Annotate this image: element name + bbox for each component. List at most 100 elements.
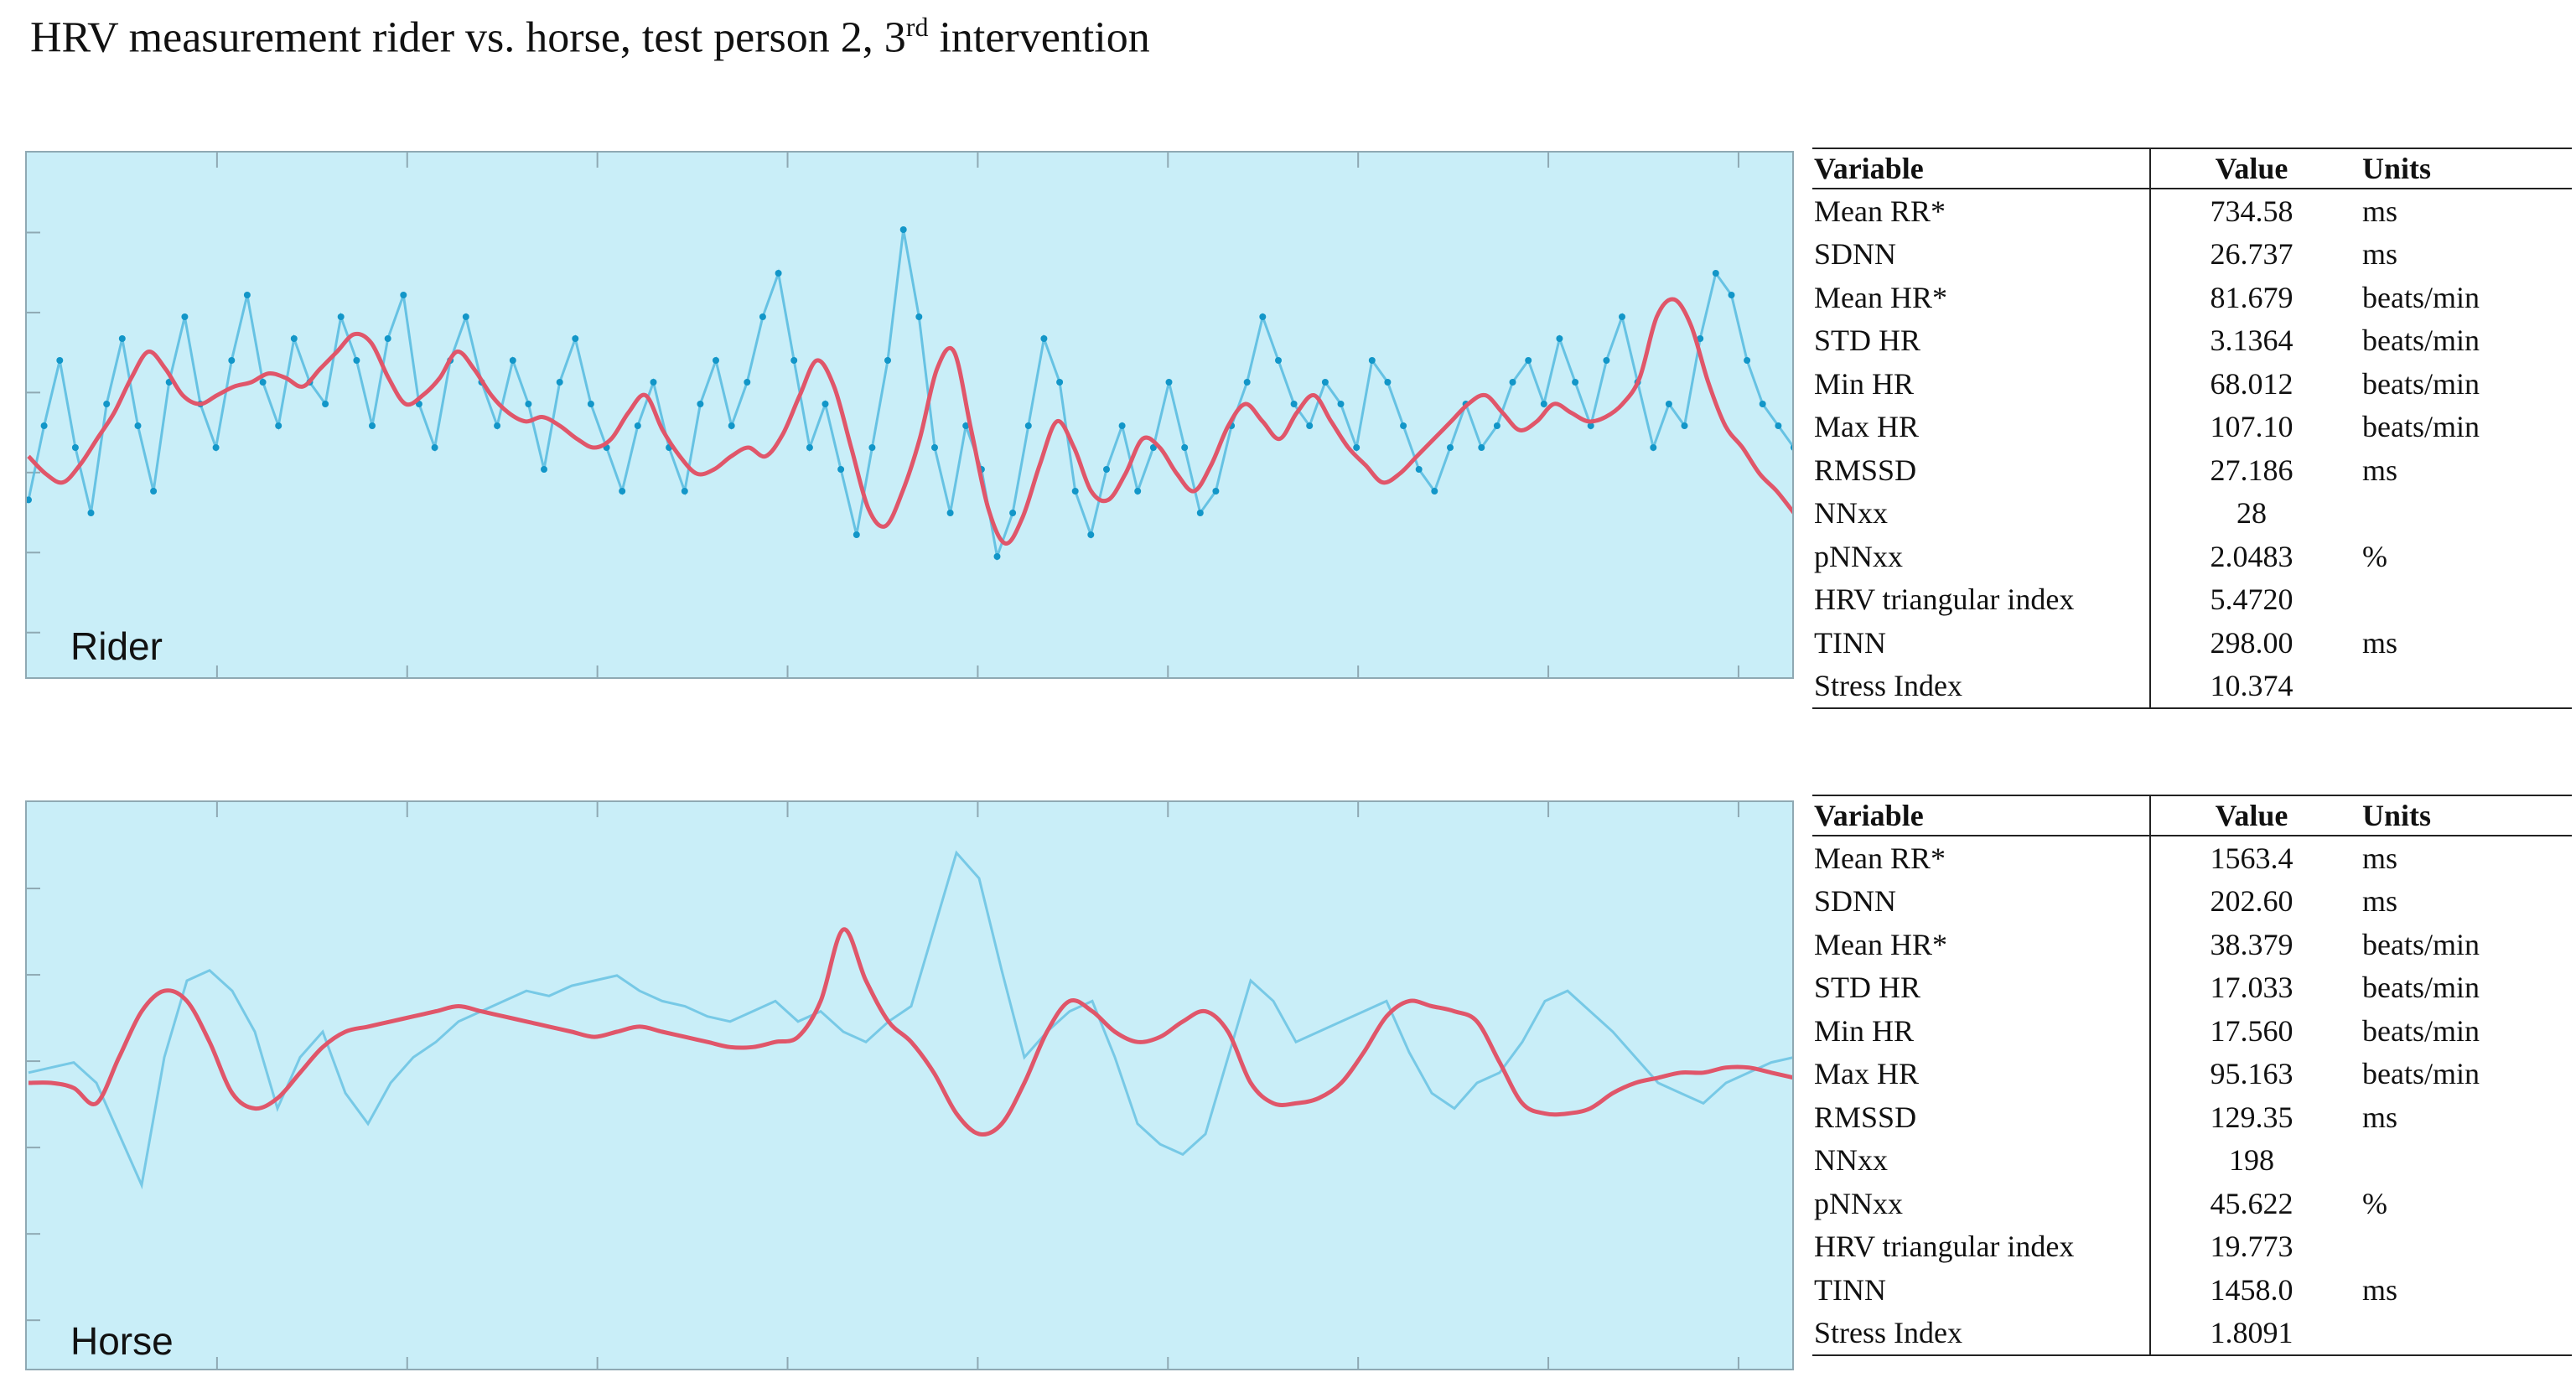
rider-raw-point: [1791, 444, 1792, 451]
rider-raw-point: [1493, 422, 1501, 429]
value-cell: 107.10: [2210, 410, 2294, 444]
rider-raw-point: [40, 422, 48, 429]
variable-cell: TINN: [1812, 621, 2151, 665]
units-cell: ms: [2362, 625, 2398, 660]
value-cell: 27.186: [2210, 453, 2294, 487]
rider-raw-point: [1275, 357, 1282, 364]
rider-raw-point: [1619, 313, 1625, 320]
table-row: pNNxx 45.622%: [1812, 1182, 2572, 1225]
rider-raw-point: [1243, 379, 1251, 386]
rider-raw-point: [1744, 357, 1751, 364]
table-row: Min HR 68.012 beats/min: [1812, 362, 2572, 406]
rider-raw-point: [1353, 444, 1361, 451]
rider-raw-point: [1431, 488, 1438, 495]
rider-raw-point: [1665, 401, 1672, 407]
header-units: Units: [2352, 795, 2572, 836]
title-tail: intervention: [928, 13, 1150, 62]
rider-raw-point: [525, 401, 532, 407]
value-cell: 26.737: [2210, 237, 2294, 272]
rider-raw-point: [993, 553, 1001, 560]
rider-raw-point: [1040, 335, 1048, 342]
rider-raw-point: [853, 531, 860, 538]
rider-raw-point: [728, 422, 735, 429]
rider-raw-point: [962, 422, 970, 429]
table-row: HRV triangular index 19.773: [1812, 1225, 2572, 1268]
rider-raw-point: [1290, 401, 1298, 407]
rider-raw-point: [619, 488, 626, 495]
variable-cell: HRV triangular index: [1812, 1225, 2151, 1268]
rider-raw-point: [1509, 379, 1516, 386]
units-cell: ms: [2362, 841, 2398, 875]
value-cell: 1458.0: [2210, 1272, 2294, 1307]
value-cell: 1563.4: [2210, 841, 2294, 875]
rider-raw-point: [181, 313, 189, 320]
value-cell: 17.033: [2210, 971, 2294, 1005]
rider-raw-point: [71, 444, 79, 451]
rider-raw-point: [337, 313, 345, 320]
rider-raw-point: [556, 379, 563, 386]
rider-raw-point: [587, 401, 594, 407]
rider-raw-point: [228, 357, 236, 364]
horse-smoothed-series-line: [28, 927, 1792, 1137]
rider-raw-series-line: [27, 229, 1792, 562]
variable-cell: STD HR: [1812, 318, 2151, 362]
units-cell: [2352, 1311, 2572, 1356]
title-superscript: rd: [905, 12, 929, 42]
table-row: RMSSD 129.35 ms: [1812, 1095, 2572, 1139]
rider-raw-point: [1134, 488, 1142, 495]
chart-title: HRV measurement rider vs. horse, test pe…: [30, 12, 1150, 62]
units-cell: beats/min: [2362, 1057, 2480, 1091]
rider-raw-point: [462, 313, 469, 320]
rider-raw-point: [369, 422, 376, 429]
rider-raw-point: [1775, 422, 1782, 429]
rider-raw-point: [1415, 466, 1423, 473]
rider-raw-point: [572, 335, 579, 342]
rider-raw-point: [1212, 488, 1220, 495]
horse-stats-table: Variable Value Units Mean RR* 1563.4 ms SDN…: [1812, 795, 2572, 1356]
variable-cell: TINN: [1812, 1268, 2151, 1312]
variable-cell: Mean HR*: [1812, 276, 2151, 319]
table-row: Mean HR* 81.679 beats/min: [1812, 276, 2572, 319]
variable-cell: pNNxx: [1812, 535, 2151, 578]
rider-raw-point: [1196, 510, 1204, 516]
value-cell: 734.58: [2210, 194, 2294, 228]
rider-raw-point: [1572, 379, 1579, 386]
value-cell: 68.012: [2210, 366, 2294, 401]
rider-raw-point: [1587, 422, 1594, 429]
table-row: SDNN 202.60 ms: [1812, 879, 2572, 923]
table-row: Max HR 95.163 beats/min: [1812, 1052, 2572, 1095]
table-row: Max HR 107.10 beats/min: [1812, 405, 2572, 448]
table-row: HRV triangular index 5.4720: [1812, 577, 2572, 621]
variable-cell: Mean HR*: [1812, 923, 2151, 966]
variable-cell: SDNN: [1812, 879, 2151, 923]
variable-cell: pNNxx: [1812, 1182, 2151, 1225]
rider-raw-point: [56, 357, 64, 364]
rider-raw-point: [509, 357, 516, 364]
rider-raw-point: [87, 510, 95, 516]
rider-raw-point: [1337, 401, 1345, 407]
rider-raw-point: [868, 444, 876, 451]
variable-cell: Stress Index: [1812, 664, 2151, 709]
rider-raw-point: [1024, 422, 1032, 429]
table-row: TINN 298.00 ms: [1812, 621, 2572, 665]
value-cell: 28: [2237, 496, 2267, 531]
rider-raw-point: [744, 379, 751, 386]
rider-stats-table: Variable Value Units Mean RR* 734.58 ms SDN…: [1812, 148, 2572, 709]
variable-cell: Max HR: [1812, 1052, 2151, 1095]
rider-raw-point: [1103, 466, 1110, 473]
value-cell: 45.622: [2210, 1186, 2294, 1220]
value-cell: 38.379: [2210, 927, 2294, 961]
rider-raw-point: [790, 357, 798, 364]
rider-raw-point: [681, 488, 688, 495]
rider-raw-point: [27, 496, 32, 504]
units-cell: beats/min: [2362, 971, 2480, 1005]
units-cell: beats/min: [2362, 927, 2480, 961]
rider-raw-point: [1697, 335, 1704, 342]
rider-raw-point: [259, 379, 267, 386]
units-cell: ms: [2362, 1272, 2398, 1307]
table-row: NNxx 198: [1812, 1138, 2572, 1182]
table-row: Stress Index 10.374: [1812, 664, 2572, 709]
units-cell: ms: [2362, 194, 2398, 228]
variable-cell: STD HR: [1812, 966, 2151, 1009]
value-cell: 198: [2229, 1143, 2274, 1178]
